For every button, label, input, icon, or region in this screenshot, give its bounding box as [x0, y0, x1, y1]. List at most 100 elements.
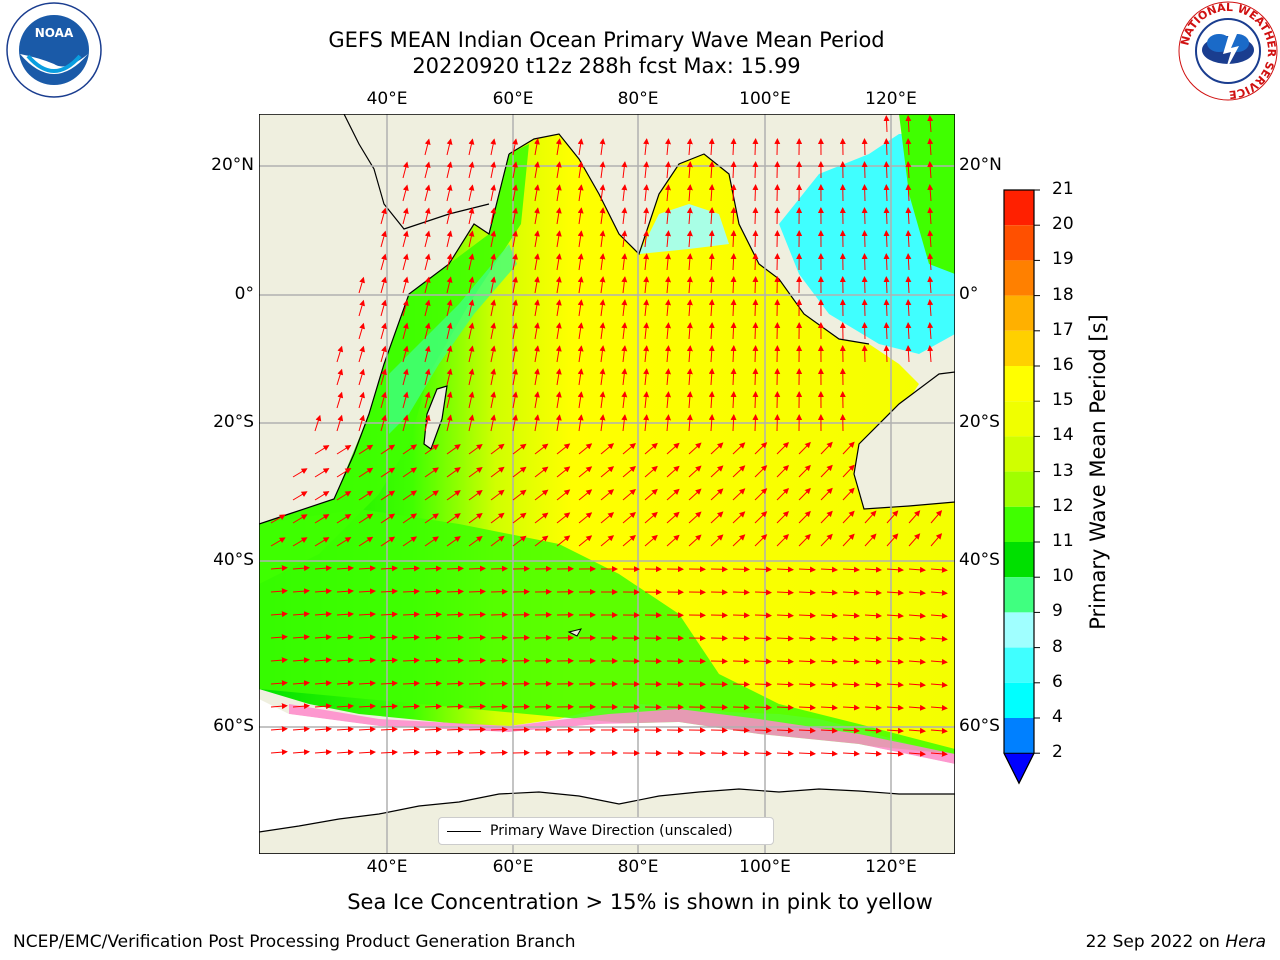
wave-arrow	[555, 161, 562, 179]
wave-arrow	[446, 513, 461, 524]
wave-arrow	[402, 184, 409, 202]
wave-arrow	[927, 207, 934, 225]
wave-arrow	[820, 681, 838, 688]
noaa-logo-text: NOAA	[35, 26, 74, 40]
wave-arrow	[732, 681, 750, 688]
wave-arrow	[577, 322, 584, 340]
wave-arrow	[336, 414, 344, 432]
wave-arrow	[754, 442, 768, 455]
wave-arrow	[708, 207, 715, 225]
wave-arrow	[402, 322, 409, 340]
wave-arrow	[905, 322, 912, 340]
lat-label-right: 20°S	[959, 412, 1000, 432]
wave-arrow	[446, 490, 461, 501]
wave-arrow	[555, 414, 562, 432]
wave-arrow	[927, 253, 934, 271]
wave-arrow	[577, 230, 584, 248]
wave-arrow	[402, 276, 409, 294]
colorbar-tick-label: 21	[1052, 179, 1074, 199]
wave-arrow	[468, 634, 486, 641]
wave-arrow	[490, 345, 497, 363]
wave-arrow	[468, 467, 483, 478]
wave-arrow	[730, 138, 737, 156]
wave-arrow	[358, 703, 376, 710]
wave-arrow	[380, 726, 398, 733]
wave-arrow	[577, 207, 584, 225]
wave-arrow	[292, 514, 308, 524]
wave-arrow	[424, 138, 431, 156]
wave-arrow	[776, 612, 794, 619]
wave-arrow	[556, 443, 571, 455]
wave-arrow	[842, 681, 860, 688]
wave-arrow	[732, 704, 750, 711]
wave-arrow	[468, 391, 475, 409]
wave-arrow	[599, 138, 606, 156]
wave-arrow	[555, 253, 562, 271]
wave-arrow	[710, 534, 724, 547]
wave-arrow	[314, 514, 330, 524]
wave-arrow	[730, 391, 737, 409]
wave-arrow	[336, 467, 352, 478]
wave-arrow	[776, 727, 794, 734]
wave-arrow	[754, 465, 768, 478]
wave-arrow	[820, 533, 833, 547]
wave-arrow	[336, 444, 352, 455]
wave-arrow	[708, 345, 715, 363]
wave-arrow	[270, 634, 288, 641]
wave-arrow	[314, 468, 330, 478]
wave-arrow	[424, 680, 442, 687]
wave-arrow	[314, 703, 332, 710]
wave-arrow	[336, 565, 354, 572]
wave-arrow	[402, 565, 420, 572]
wave-arrow	[665, 414, 672, 432]
wave-arrow	[798, 441, 811, 455]
wave-arrow	[446, 161, 453, 179]
wave-arrow	[446, 726, 464, 733]
wave-arrow	[292, 680, 310, 687]
colorbar-tick-label: 10	[1052, 566, 1074, 587]
wave-arrow	[732, 612, 750, 619]
wave-arrow	[842, 612, 860, 619]
wave-arrow	[534, 443, 549, 455]
wave-arrow	[905, 115, 912, 133]
wave-arrow	[622, 511, 636, 524]
wave-arrow	[556, 489, 571, 501]
wave-arrow	[555, 230, 562, 248]
wave-arrow	[883, 207, 890, 225]
wave-arrow	[864, 727, 882, 734]
wave-arrow	[336, 703, 354, 710]
wave-arrow	[643, 276, 650, 294]
wave-arrow	[666, 465, 680, 478]
wave-arrow	[468, 536, 483, 547]
wave-arrow	[402, 703, 420, 710]
wave-arrow	[798, 704, 816, 711]
wave-arrow	[927, 276, 934, 294]
lon-label-top: 80°E	[617, 89, 659, 109]
wave-arrow	[665, 207, 672, 225]
wave-arrow	[577, 184, 584, 202]
wave-arrow	[446, 184, 453, 202]
coastline-india	[508, 133, 870, 345]
wave-arrow	[424, 207, 431, 225]
wave-arrow	[732, 566, 750, 573]
wave-arrow	[336, 391, 344, 409]
wave-arrow	[512, 276, 519, 294]
wave-arrow	[380, 276, 387, 294]
wave-arrow	[710, 511, 724, 524]
wave-arrow	[512, 489, 527, 501]
wave-arrow	[686, 345, 693, 363]
wave-arrow	[446, 536, 461, 547]
wave-arrow	[490, 489, 505, 501]
wave-arrow	[446, 611, 464, 618]
wave-arrow	[446, 138, 453, 156]
wave-arrow	[490, 414, 497, 432]
wave-arrow	[927, 184, 934, 202]
wave-arrow	[864, 589, 882, 596]
wave-arrow	[380, 490, 396, 501]
wave-arrow	[754, 488, 768, 501]
wave-arrow	[424, 467, 439, 478]
wave-arrow	[665, 368, 672, 386]
wave-arrow	[665, 161, 672, 179]
wave-arrow	[446, 680, 464, 687]
wave-arrow	[908, 510, 921, 524]
